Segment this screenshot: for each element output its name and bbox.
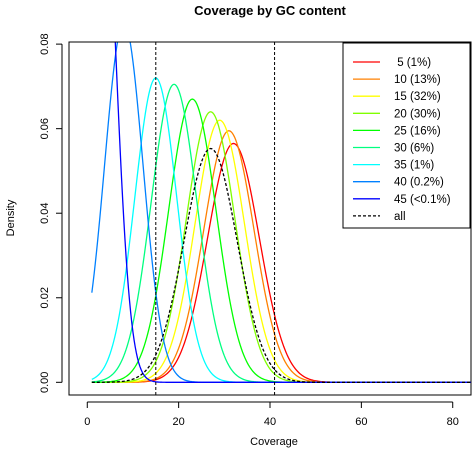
y-tick-label-2: 0.04: [39, 203, 51, 224]
x-axis: 0 20 40 60 80: [84, 401, 459, 428]
plot-frame: [68, 41, 472, 396]
legend: 5 (1%) 10 (13%) 15 (32%) 20 (30%) 25 (16%) 30…: [342, 42, 471, 229]
legend-label-2: 15 (32%): [394, 91, 441, 103]
chart-title: Coverage by GC content: [194, 3, 346, 18]
y-tick-label-1: 0.02: [39, 287, 51, 308]
legend-label-1: 10 (13%): [394, 74, 441, 86]
legend-label-9: all: [394, 211, 406, 223]
y-axis: 0.00 0.02 0.04 0.06 0.08: [39, 33, 63, 393]
y-tick-label-4: 0.08: [39, 33, 51, 54]
legend-label-8: 45 (<0.1%): [394, 194, 451, 206]
series-line-9: [91, 147, 471, 383]
x-axis-label: Coverage: [250, 436, 298, 448]
x-tick-label-4: 80: [447, 416, 459, 428]
x-tick-label-0: 0: [84, 416, 90, 428]
legend-label-7: 40 (0.2%): [394, 177, 444, 189]
threshold-lines: [155, 42, 276, 395]
legend-label-5: 30 (6%): [394, 143, 434, 155]
legend-label-3: 20 (30%): [394, 108, 441, 120]
x-tick-label-2: 40: [264, 416, 276, 428]
x-tick-label-1: 20: [173, 416, 185, 428]
y-tick-label-3: 0.06: [39, 118, 51, 139]
legend-label-0: 5 (1%): [394, 57, 431, 69]
legend-box: [342, 42, 471, 229]
y-axis-label: Density: [5, 199, 17, 236]
legend-label-4: 25 (16%): [394, 125, 441, 137]
series-group: [91, 42, 471, 383]
legend-label-6: 35 (1%): [394, 160, 434, 172]
y-tick-label-0: 0.00: [39, 372, 51, 393]
x-tick-label-3: 60: [355, 416, 367, 428]
